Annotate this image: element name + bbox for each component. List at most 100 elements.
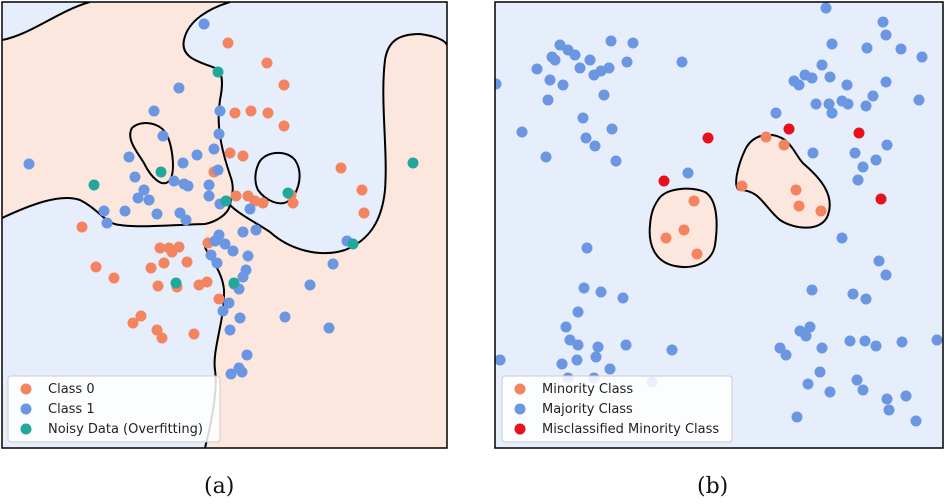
panel-b-legend: Minority Class Majority Class Misclassif… — [501, 375, 733, 443]
legend-a-label-2: Noisy Data (Overfitting) — [48, 422, 203, 437]
panel-b-point-s1-0 — [820, 2, 832, 14]
panel-b-point-s1-28 — [824, 71, 836, 83]
panel-a-point-s2-7 — [170, 277, 182, 289]
panel-b-point-s1-94 — [814, 366, 826, 378]
panel-a-legend-box — [7, 375, 221, 443]
panel-b-point-s2-3 — [658, 175, 670, 187]
panel-a-point-s1-19 — [203, 190, 215, 202]
panel-a-point-s0-28 — [90, 261, 102, 273]
panel-a-point-s0-18 — [287, 197, 299, 209]
panel-b-legend-box — [501, 375, 733, 443]
panel-b-point-s1-21 — [542, 94, 554, 106]
panel-a-point-s0-3 — [245, 105, 257, 117]
panel-a-point-s0-11 — [356, 184, 368, 196]
panel-b-point-s0-5 — [815, 205, 827, 217]
panel-b-point-s2-2 — [853, 127, 865, 139]
panel-a-point-s1-34 — [227, 245, 239, 257]
panel-a-point-s0-17 — [257, 197, 269, 209]
panel-b-point-s1-40 — [860, 100, 872, 112]
panel-a-point-s0-33 — [201, 276, 213, 288]
panel-b-point-s1-1 — [877, 16, 889, 28]
panel-b-point-s2-0 — [702, 132, 714, 144]
panel-a-point-s2-0 — [212, 66, 224, 78]
panel-a-points — [23, 18, 419, 380]
legend-b-label-0: Minority Class — [542, 382, 633, 397]
panel-b-point-s1-48 — [589, 140, 601, 152]
panel-a-point-s1-51 — [241, 349, 253, 361]
panel-b-point-s1-50 — [540, 151, 552, 163]
panel-a-point-s1-47 — [323, 322, 335, 334]
panel-b-point-s0-2 — [736, 180, 748, 192]
panel-b-point-s1-61 — [880, 269, 892, 281]
panel-a-point-s0-29 — [108, 272, 120, 284]
panel-b-point-s1-37 — [810, 98, 822, 110]
panel-a-point-s1-7 — [23, 158, 35, 170]
panel-a-frame — [1, 1, 448, 449]
panel-b-point-s1-25 — [880, 29, 892, 41]
legend-a-marker-2 — [20, 423, 32, 435]
panel-a-point-s0-26 — [158, 257, 170, 269]
panel-b-point-s1-78 — [780, 349, 792, 361]
panel-a: Class 0 Class 1 Noisy Data (Overfitting) — [1, 1, 448, 449]
panel-b-point-s1-89 — [556, 358, 568, 370]
panel-b-point-s1-15 — [676, 56, 688, 68]
panel-b-point-s1-69 — [560, 321, 572, 333]
panel-a-boundary-top — [2, 2, 91, 41]
legend-b-marker-0 — [514, 383, 526, 395]
panel-b-point-s1-8 — [549, 54, 561, 66]
panel-b-frame — [494, 1, 944, 449]
panel-b-point-s1-74 — [564, 334, 576, 346]
panel-a-point-s1-33 — [219, 238, 231, 250]
panel-a-point-s0-10 — [335, 162, 347, 174]
panel-b-point-s1-36 — [823, 98, 835, 110]
panel-b-point-s0-0 — [760, 131, 772, 143]
panel-b-point-s1-58 — [836, 232, 848, 244]
panel-b-point-s1-63 — [595, 286, 607, 298]
panel-a-point-s0-36 — [127, 317, 139, 329]
panel-b-point-s1-96 — [851, 374, 863, 386]
panel-b-point-s1-54 — [881, 139, 893, 151]
panel-a-point-s1-53 — [236, 366, 248, 378]
panel-b-point-s0-9 — [691, 248, 703, 260]
panel-b-point-s2-4 — [875, 193, 887, 205]
panel-b-point-s1-88 — [571, 354, 583, 366]
panel-b-point-s0-4 — [793, 200, 805, 212]
panel-a-point-s1-12 — [138, 184, 150, 196]
legend-b-label-2: Misclassified Minority Class — [542, 422, 719, 437]
panel-b-point-s1-60 — [873, 255, 885, 267]
panel-a-point-s0-2 — [278, 79, 290, 91]
panel-a-point-s1-54 — [225, 368, 237, 380]
legend-b-label-1: Majority Class — [542, 402, 633, 417]
panel-b-point-s1-73 — [572, 339, 584, 351]
panel-b-point-s1-43 — [770, 107, 782, 119]
panel-b-point-s1-101 — [910, 415, 922, 427]
panel-a-point-s1-39 — [211, 257, 223, 269]
panel-b-point-s1-11 — [574, 62, 586, 74]
panel-b-point-s1-30 — [806, 72, 818, 84]
panel-a-point-s1-25 — [151, 208, 163, 220]
panel-b-point-s1-67 — [860, 293, 872, 305]
panel-a-point-s1-46 — [279, 311, 291, 323]
panel-b-point-s1-65 — [806, 284, 818, 296]
panel-a-point-s0-5 — [262, 107, 274, 119]
panel-b-point-s1-46 — [516, 126, 528, 138]
panel-a-point-s0-4 — [229, 107, 241, 119]
panel-a-point-s1-32 — [209, 235, 221, 247]
panel-a-point-s1-17 — [203, 179, 215, 191]
panel-a-point-s0-7 — [224, 147, 236, 159]
panel-b-point-s1-18 — [495, 78, 502, 90]
panel-a-point-s1-4 — [213, 128, 225, 140]
panel-b-point-s0-7 — [678, 224, 690, 236]
panel-b-point-s0-1 — [778, 139, 790, 151]
panel-b-point-s0-3 — [790, 184, 802, 196]
panel-b-point-s1-84 — [896, 336, 908, 348]
panel-a-point-s1-13 — [132, 192, 144, 204]
panel-b-point-s1-56 — [870, 154, 882, 166]
panel-b-point-s1-68 — [572, 306, 584, 318]
panel-a-point-s1-23 — [98, 205, 110, 217]
panel-a-legend: Class 0 Class 1 Noisy Data (Overfitting) — [7, 375, 221, 443]
panel-b-point-s1-24 — [895, 43, 907, 55]
legend-b-marker-2 — [514, 423, 526, 435]
panel-a-point-s0-35 — [135, 310, 147, 322]
